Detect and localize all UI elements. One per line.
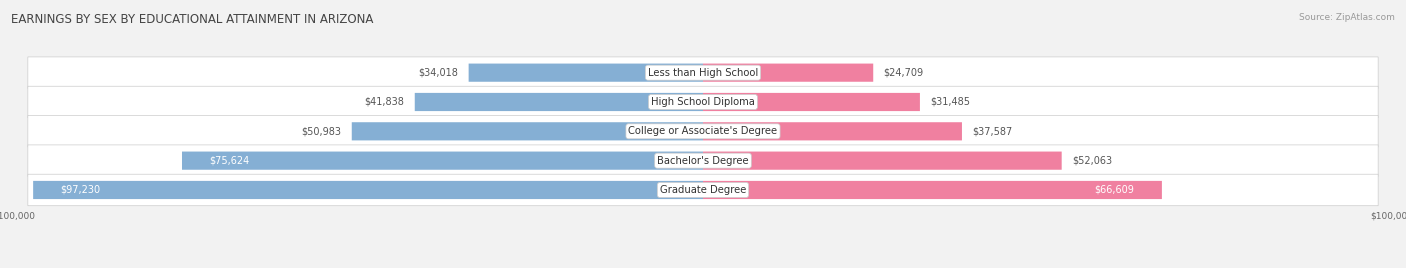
- FancyBboxPatch shape: [181, 152, 703, 170]
- Text: $37,587: $37,587: [973, 126, 1012, 136]
- FancyBboxPatch shape: [415, 93, 703, 111]
- FancyBboxPatch shape: [34, 181, 703, 199]
- Text: Source: ZipAtlas.com: Source: ZipAtlas.com: [1299, 13, 1395, 23]
- FancyBboxPatch shape: [468, 64, 703, 82]
- FancyBboxPatch shape: [352, 122, 703, 140]
- Text: Less than High School: Less than High School: [648, 68, 758, 78]
- FancyBboxPatch shape: [703, 64, 873, 82]
- Text: High School Diploma: High School Diploma: [651, 97, 755, 107]
- Text: $31,485: $31,485: [931, 97, 970, 107]
- FancyBboxPatch shape: [703, 122, 962, 140]
- Legend: Male, Female: Male, Female: [652, 267, 754, 268]
- Text: College or Associate's Degree: College or Associate's Degree: [628, 126, 778, 136]
- FancyBboxPatch shape: [28, 86, 1378, 118]
- Text: $24,709: $24,709: [883, 68, 924, 78]
- FancyBboxPatch shape: [703, 93, 920, 111]
- FancyBboxPatch shape: [28, 116, 1378, 147]
- FancyBboxPatch shape: [703, 181, 1161, 199]
- Text: $75,624: $75,624: [209, 156, 250, 166]
- FancyBboxPatch shape: [28, 57, 1378, 88]
- Text: $50,983: $50,983: [301, 126, 342, 136]
- FancyBboxPatch shape: [703, 152, 1062, 170]
- Text: EARNINGS BY SEX BY EDUCATIONAL ATTAINMENT IN ARIZONA: EARNINGS BY SEX BY EDUCATIONAL ATTAINMEN…: [11, 13, 374, 27]
- Text: $41,838: $41,838: [364, 97, 405, 107]
- FancyBboxPatch shape: [28, 174, 1378, 206]
- Text: $97,230: $97,230: [60, 185, 101, 195]
- Text: $34,018: $34,018: [419, 68, 458, 78]
- Text: $52,063: $52,063: [1071, 156, 1112, 166]
- Text: Bachelor's Degree: Bachelor's Degree: [657, 156, 749, 166]
- Text: Graduate Degree: Graduate Degree: [659, 185, 747, 195]
- Text: $66,609: $66,609: [1094, 185, 1135, 195]
- FancyBboxPatch shape: [28, 145, 1378, 176]
